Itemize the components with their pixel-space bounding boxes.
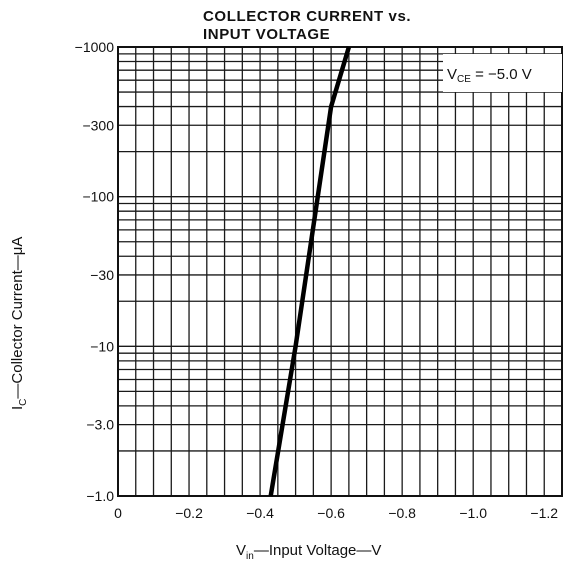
x-tick-label: −0.6 [317, 505, 345, 521]
x-tick-label: −0.8 [388, 505, 416, 521]
x-axis-label: Vin—Input Voltage—V [236, 542, 381, 562]
y-axis-label: IC—Collector Current—μA [9, 237, 29, 410]
chart-title-line1: COLLECTOR CURRENT vs. [203, 8, 411, 25]
x-tick-label: −0.4 [246, 505, 274, 521]
x-tick-label: −1.0 [459, 505, 487, 521]
series-group [268, 46, 352, 497]
y-tick-label: −10 [90, 338, 114, 354]
series-line [268, 46, 352, 497]
x-tick-label: −1.2 [530, 505, 558, 521]
y-tick-label: −30 [90, 267, 114, 283]
tick-labels: 0 −0.2 −0.4 −0.6 −0.8 −1.0 −1.2 −1.0 −3.0 −10 −30 −… [75, 39, 559, 521]
plot-frame [117, 46, 563, 497]
vce-annotation: VCE = −5.0 V [447, 66, 532, 85]
x-tick-label: −0.2 [175, 505, 203, 521]
y-tick-label: −1000 [75, 39, 115, 55]
y-tick-label: −300 [82, 117, 114, 133]
chart-title-line2: INPUT VOLTAGE [203, 26, 330, 43]
grid [117, 46, 563, 497]
annotation-box [443, 54, 562, 92]
y-tick-label: −100 [82, 189, 114, 205]
y-tick-label: −3.0 [86, 417, 114, 433]
y-tick-label: −1.0 [86, 488, 114, 504]
x-tick-label: 0 [114, 505, 122, 521]
